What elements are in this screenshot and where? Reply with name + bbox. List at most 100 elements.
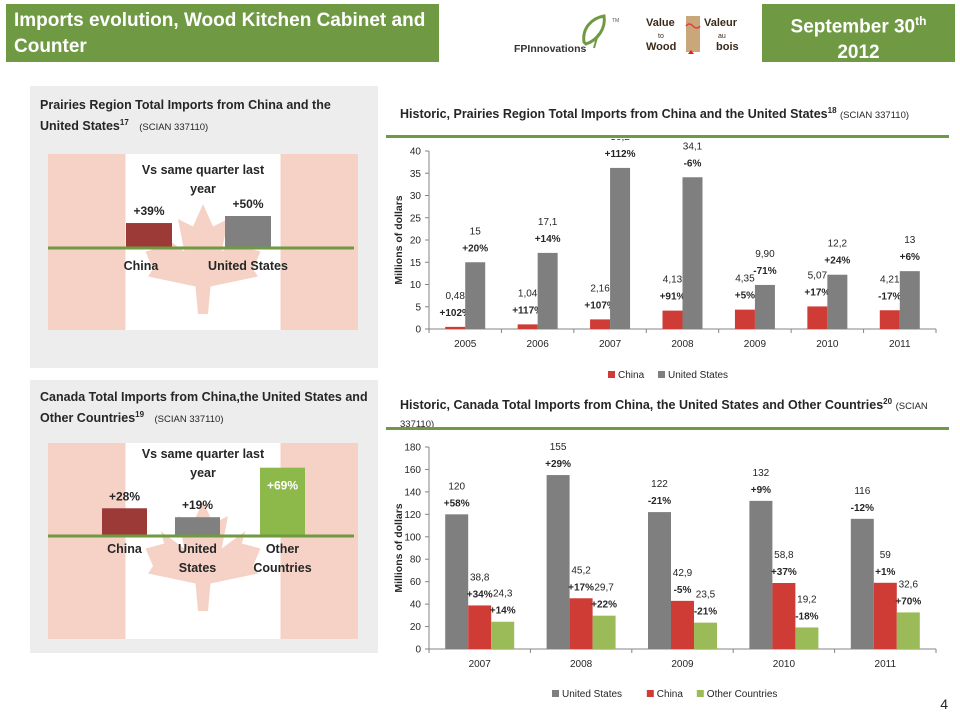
summary-bar xyxy=(260,467,305,536)
bar-united-states xyxy=(899,271,920,329)
data-label-change: +29% xyxy=(545,459,571,470)
bar-united-states xyxy=(465,262,486,329)
bar-united-states xyxy=(749,500,773,649)
data-label-value: 17,1 xyxy=(538,217,558,228)
data-label-value: 132 xyxy=(753,468,770,479)
y-tick-label: 20 xyxy=(410,622,422,633)
data-label-value: 1,04 xyxy=(518,288,538,299)
bar-china xyxy=(468,605,492,649)
canada-historic-bar-chart: 0 20 40 60 80 100 120 140 160 180 Millions of doll… xyxy=(393,442,937,700)
x-tick-label: 2009 xyxy=(671,659,694,670)
data-label-value: 0,48 xyxy=(445,291,465,302)
prairies-summary-title: Prairies Region Total Imports from China… xyxy=(40,98,331,134)
legend-swatch xyxy=(646,690,654,697)
data-label-change: +24% xyxy=(824,256,850,267)
bar-united-states xyxy=(546,475,570,649)
data-label-change: +112% xyxy=(605,149,636,160)
data-label-change: +22% xyxy=(591,600,617,611)
summary-bar-label: China xyxy=(124,259,160,273)
logo-wood-grain-icon xyxy=(686,16,700,52)
summary-bar-label: Other xyxy=(266,542,299,556)
y-tick-label: 80 xyxy=(410,555,422,566)
summary-bar-change: +39% xyxy=(133,204,164,218)
legend-entry: United States xyxy=(562,689,622,700)
data-label-value: 59 xyxy=(880,550,892,561)
summary-bar-label: United xyxy=(178,542,217,556)
bar-china xyxy=(445,326,466,329)
bar-other-countries xyxy=(795,627,819,649)
y-tick-label: 5 xyxy=(415,302,421,313)
x-tick-label: 2011 xyxy=(889,339,911,350)
data-label-change: -17% xyxy=(878,291,901,302)
data-label-value: 32,6 xyxy=(899,579,919,590)
x-tick-label: 2010 xyxy=(773,659,796,670)
data-label-value: 23,5 xyxy=(696,590,716,601)
summary-bar xyxy=(126,223,172,248)
bar-china xyxy=(873,582,897,649)
report-date: September 30th 2012 xyxy=(762,4,955,64)
summary-subtitle-line1: Vs same quarter last xyxy=(142,163,265,177)
scian-code: (SCIAN 337110) xyxy=(154,414,224,426)
bar-china xyxy=(879,310,900,329)
scian-code: (SCIAN 337110) xyxy=(139,122,209,134)
data-label-value: 122 xyxy=(651,479,668,490)
legend-entry: United States xyxy=(668,370,728,381)
legend-entry: China xyxy=(657,689,684,700)
data-label-value: 29,7 xyxy=(594,583,614,594)
legend-swatch xyxy=(552,690,559,697)
bar-china xyxy=(734,309,755,329)
bar-united-states xyxy=(445,514,469,649)
bar-other-countries xyxy=(592,615,616,649)
bar-china xyxy=(662,310,683,329)
data-label-change: +34% xyxy=(467,589,493,600)
y-tick-label: 120 xyxy=(404,510,421,521)
legend-swatch xyxy=(608,371,615,378)
x-tick-label: 2007 xyxy=(469,659,492,670)
data-label-value: 120 xyxy=(448,481,465,492)
data-label-change: +20% xyxy=(462,243,488,254)
y-tick-label: 0 xyxy=(415,325,421,336)
logo-au: au xyxy=(718,33,726,40)
y-tick-label: 160 xyxy=(404,465,421,476)
bar-other-countries xyxy=(491,621,515,649)
y-tick-label: 40 xyxy=(410,600,422,611)
bar-china xyxy=(671,600,694,649)
x-tick-label: 2011 xyxy=(875,659,897,670)
canada-historic-chart-title: Historic, Canada Total Imports from Chin… xyxy=(400,397,928,431)
data-label-change: +14% xyxy=(535,234,561,245)
data-label-value: 13 xyxy=(904,235,916,246)
data-label-change: +17% xyxy=(568,582,594,593)
bar-china xyxy=(517,324,538,329)
summary-bar-label: States xyxy=(179,561,217,575)
x-tick-label: 2006 xyxy=(527,339,550,350)
logo-wood: Wood xyxy=(646,41,676,53)
summary-subtitle-line2: year xyxy=(190,182,216,196)
y-axis-label: Millions of dollars xyxy=(393,195,405,284)
data-label-change: +14% xyxy=(490,606,516,617)
summary-bar-change: +50% xyxy=(232,197,263,211)
data-label-value: 4,35 xyxy=(735,274,755,285)
fpinnovations-logo: TM FPInnovations xyxy=(512,12,622,58)
bar-other-countries xyxy=(896,612,920,649)
bar-china xyxy=(772,583,796,649)
data-label-change: +5% xyxy=(735,291,755,302)
fpinnovations-leaf-icon: TM FPInnovations xyxy=(514,14,619,55)
bar-other-countries xyxy=(694,622,717,649)
prairies-flag-bar-chart: Vs same quarter last year +39% China +50% Uni… xyxy=(48,154,358,330)
bar-united-states xyxy=(537,252,558,329)
legend-swatch xyxy=(696,690,704,697)
data-label-change: +17% xyxy=(804,287,830,298)
date-suffix: th xyxy=(915,14,927,28)
data-label-value: 45,2 xyxy=(571,565,591,576)
data-label-value: 36,2 xyxy=(610,139,630,143)
x-tick-label: 2008 xyxy=(570,659,593,670)
y-tick-label: 10 xyxy=(410,280,422,291)
summary-bar xyxy=(225,216,271,248)
x-tick-label: 2010 xyxy=(816,339,839,350)
prairies-historic-chart-title: Historic, Prairies Region Total Imports … xyxy=(400,106,910,122)
x-tick-label: 2007 xyxy=(599,339,622,350)
chart2-title-rule xyxy=(386,427,949,430)
data-label-change: +37% xyxy=(771,567,797,578)
legend-entry: China xyxy=(618,370,645,381)
date-year: 2012 xyxy=(837,42,880,64)
